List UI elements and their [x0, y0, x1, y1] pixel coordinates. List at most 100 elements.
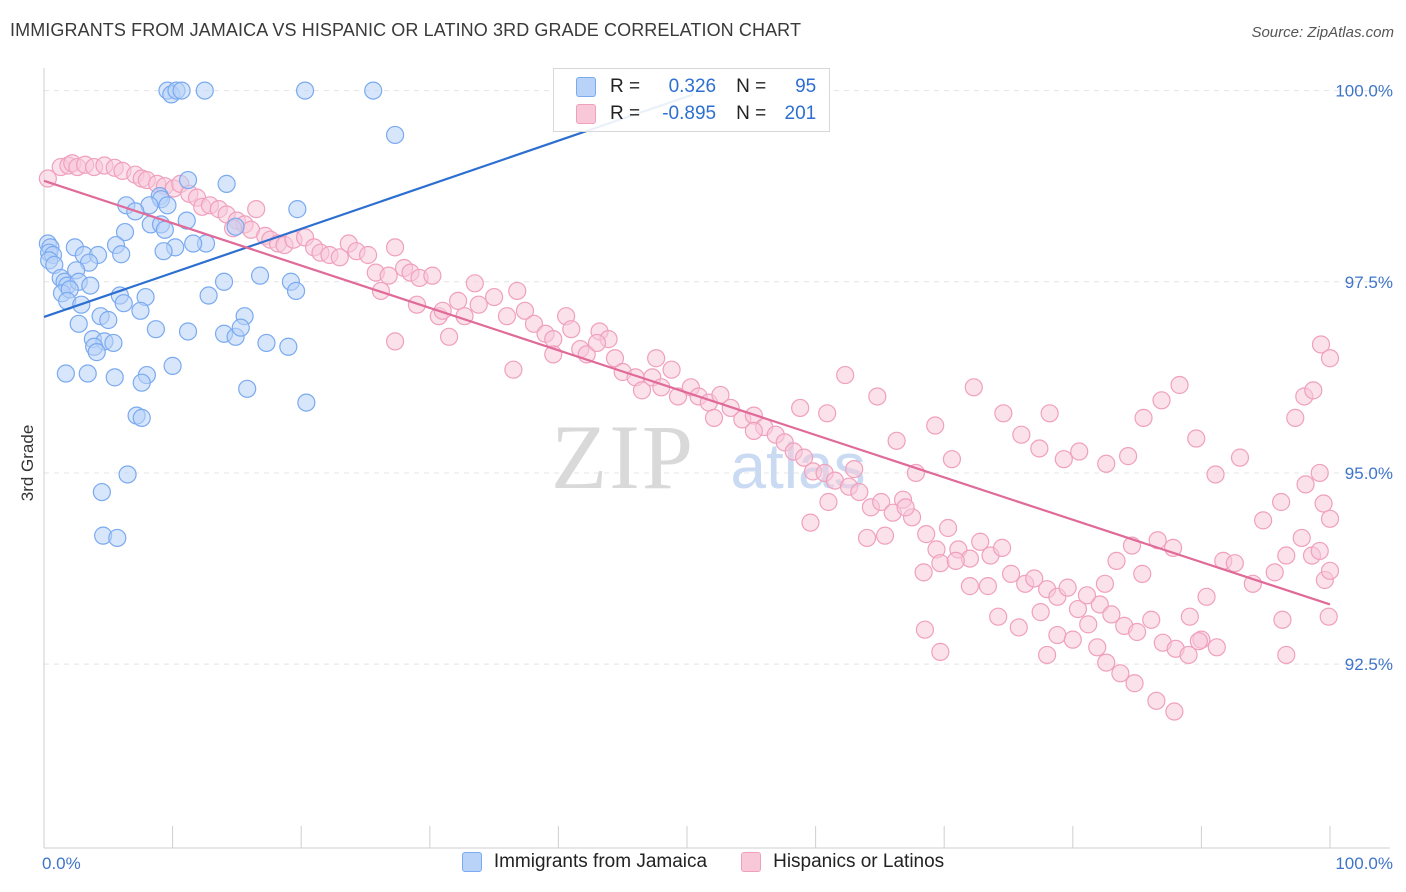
hispanics-point [896, 498, 915, 517]
hispanics-point [850, 482, 869, 502]
hispanics-point [1310, 463, 1329, 483]
hispanics-point [1296, 475, 1315, 494]
jamaica-point [199, 286, 218, 305]
hispanics-point [989, 607, 1008, 626]
hispanics-point [1090, 595, 1109, 614]
hispanics-point [1310, 541, 1329, 561]
hispanics-point [1048, 625, 1067, 645]
jamaica-point [115, 222, 135, 242]
hispanics-point [485, 287, 504, 307]
hispanics-point [960, 577, 980, 596]
hispanics-point [1311, 335, 1331, 354]
hispanics-point [469, 295, 488, 314]
legend-item-hispanics[interactable]: Hispanics or Latinos [741, 851, 944, 873]
hispanics-point [801, 513, 820, 532]
jamaica-point [177, 211, 196, 230]
jamaica-point [104, 333, 123, 353]
hispanics-point [938, 518, 958, 538]
series-hispanics-points [38, 154, 1340, 721]
jamaica-point [178, 170, 198, 190]
hispanics-point [1001, 564, 1021, 583]
hispanics-trend-line [43, 179, 1331, 606]
hispanics-point [1142, 610, 1161, 629]
hispanics-point [868, 387, 887, 406]
hispanics-point [1030, 439, 1049, 458]
hispanics-swatch [576, 104, 596, 124]
hispanics-point [524, 314, 544, 333]
jamaica-point [78, 364, 97, 383]
hispanics-point [1054, 450, 1073, 469]
hispanics-point [1095, 574, 1115, 593]
hispanics-point [1040, 404, 1059, 423]
hispanics-point [1272, 492, 1291, 512]
y-tick-label: 97.5% [1345, 273, 1393, 292]
hispanics-point [931, 642, 950, 661]
hispanics-point [1165, 702, 1184, 721]
hispanics-point [1079, 615, 1098, 634]
hispanics-point [978, 577, 998, 596]
jamaica-point [297, 393, 316, 412]
jamaica-point [146, 320, 165, 339]
hispanics-point [497, 307, 517, 326]
hispanics-point [562, 320, 581, 339]
hispanics-point [794, 448, 814, 467]
stats-row-jamaica: R = 0.326 N = 95 [576, 74, 816, 100]
hispanics-point [1286, 408, 1305, 427]
hispanics-point [1077, 586, 1097, 605]
x-tick-label: 0.0% [42, 854, 81, 873]
hispanics-point [704, 408, 724, 427]
jamaica-point [178, 322, 198, 341]
hispanics-point [791, 398, 810, 418]
y-axis-label: 3rd Grade [18, 425, 37, 502]
jamaica-point [81, 276, 100, 295]
hispanics-point [942, 450, 962, 469]
hispanics-point [448, 291, 468, 310]
jamaica-point [92, 482, 111, 502]
hispanics-point [1134, 408, 1153, 427]
jamaica-point [217, 174, 236, 193]
hispanics-point [1031, 603, 1050, 622]
jamaica-point [132, 373, 151, 392]
jamaica-point [214, 272, 234, 291]
jamaica-point [112, 245, 131, 264]
jamaica-point [172, 81, 191, 100]
hispanics-point [1292, 528, 1311, 548]
hispanics-point [964, 378, 983, 397]
hispanics-point [1012, 425, 1031, 444]
hispanics-point [1254, 511, 1273, 530]
hispanics-point [836, 365, 855, 385]
hispanics-point [385, 238, 405, 257]
hispanics-point [504, 360, 523, 379]
jamaica-point [195, 81, 214, 100]
legend-item-jamaica[interactable]: Immigrants from Jamaica [461, 851, 708, 873]
hispanics-point [1225, 554, 1244, 573]
hispanics-point [379, 266, 398, 285]
hispanics-point [946, 551, 965, 570]
legend-swatch-jamaica [461, 852, 482, 872]
jamaica-point [286, 281, 306, 301]
legend-label-jamaica: Immigrants from Jamaica [493, 851, 708, 872]
jamaica-point [184, 234, 203, 253]
hispanics-point [1277, 645, 1296, 665]
hispanics-point [1179, 645, 1198, 665]
jamaica-n-value: 95 [795, 76, 817, 97]
hispanics-point [926, 416, 945, 435]
jamaica-point [231, 318, 250, 337]
hispanics-point [1277, 546, 1296, 565]
r-label: R = [610, 76, 641, 97]
hispanics-point [1304, 381, 1323, 400]
hispanics-point [1025, 569, 1044, 588]
y-tick-label: 100.0% [1335, 82, 1393, 101]
hispanics-point [1320, 561, 1340, 580]
series-jamaica-points [38, 81, 405, 548]
hispanics-point [1125, 674, 1144, 693]
hispanics-point [330, 248, 349, 267]
hispanics-point [1068, 599, 1088, 619]
hispanics-point [1097, 454, 1116, 473]
legend-swatch-hispanics [741, 852, 762, 872]
hispanics-point [914, 563, 933, 582]
hispanics-point [1107, 551, 1126, 570]
hispanics-point [1189, 632, 1208, 651]
stats-row-hispanics: R = -0.895 N = 201 [576, 101, 816, 127]
